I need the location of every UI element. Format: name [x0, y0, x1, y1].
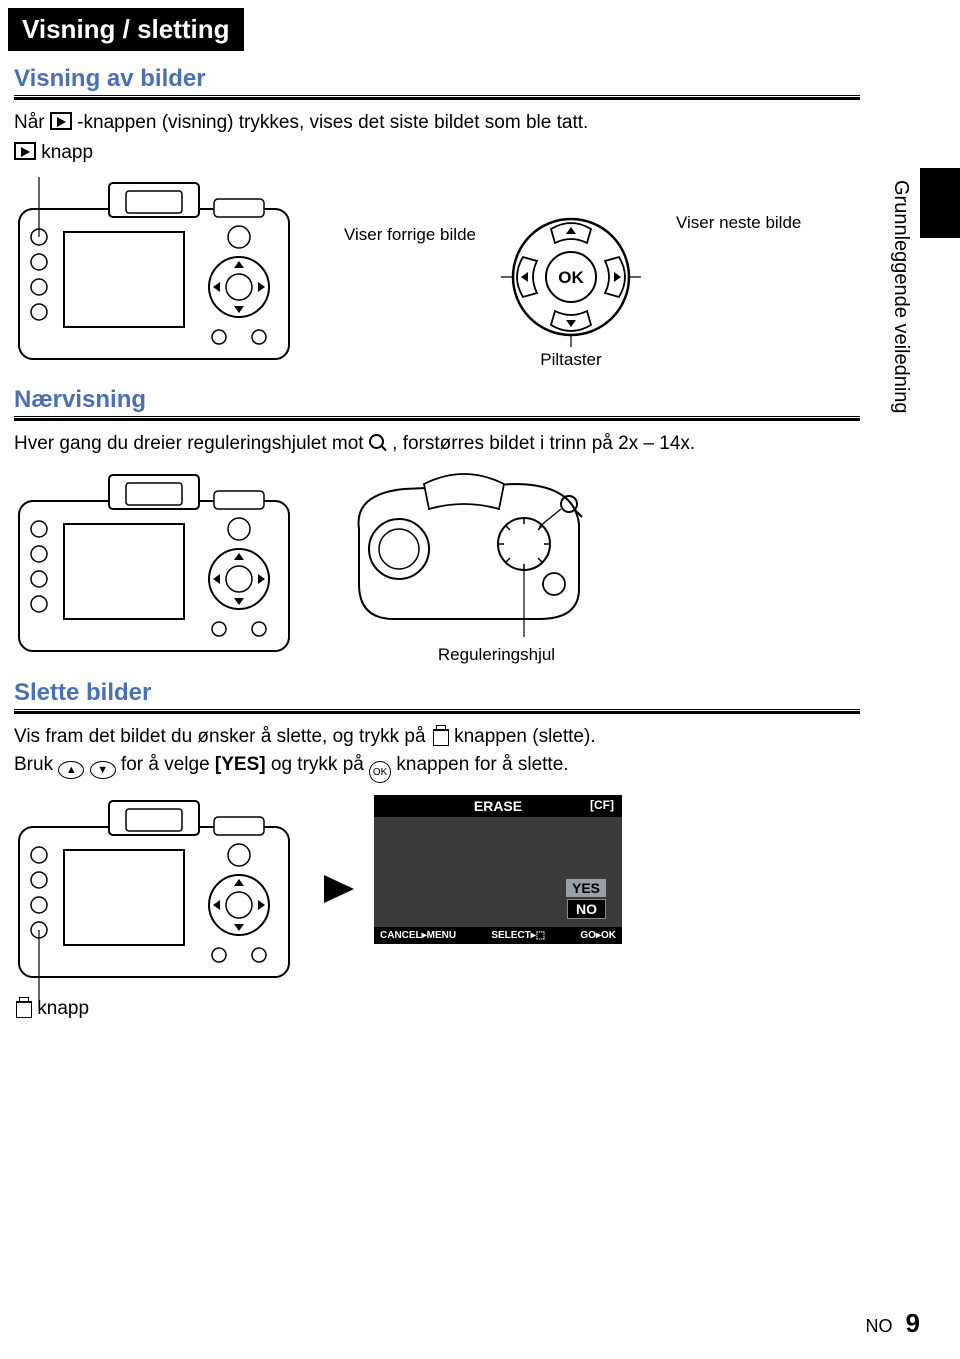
text: og trykk på: [271, 754, 369, 775]
camera-top-wrap: Reguleringshjul: [344, 469, 589, 665]
erase-cancel-hint: CANCEL▸MENU: [380, 930, 456, 941]
down-icon: ▼: [90, 761, 116, 779]
arrow-wrap: [304, 795, 374, 903]
text: -knappen (visning) trykkes, vises det si…: [77, 112, 588, 133]
text: knappen for å slette.: [396, 754, 568, 775]
diagram-row-3: ERASE [CF] YES NO CANCEL▸MENU SELECT▸⬚ G…: [14, 795, 960, 990]
text: Hver gang du dreier reguleringshjulet mo…: [14, 433, 369, 454]
diagram-row-1: Viser forrige bilde OK Piltaster Viser n…: [14, 177, 960, 372]
text: Bruk: [14, 754, 58, 775]
erase-cf-badge: [CF]: [590, 798, 614, 812]
prev-label-wrap: Viser forrige bilde: [344, 225, 476, 245]
erase-go-hint: GO▸OK: [580, 930, 616, 941]
next-label-wrap: Viser neste bilde: [676, 213, 801, 233]
text: Når: [14, 112, 50, 133]
piltaster-label: Piltaster: [496, 350, 646, 370]
naervisning-text: Hver gang du dreier reguleringshjulet mo…: [14, 431, 860, 457]
slette-line1: Vis fram det bildet du ønsker å slette, …: [14, 724, 860, 750]
erase-title: ERASE: [474, 798, 522, 814]
trash-icon: [431, 725, 449, 745]
page-footer: NO 9: [866, 1308, 920, 1339]
next-image-label: Viser neste bilde: [676, 213, 801, 233]
reguleringshjul-label: Reguleringshjul: [404, 645, 589, 665]
text: knapp: [41, 142, 93, 163]
section-underline: [14, 416, 860, 421]
footer-code: NO: [866, 1316, 893, 1336]
section-title-slette: Slette bilder: [14, 679, 960, 707]
up-icon: ▲: [58, 761, 84, 779]
text: for å velge: [121, 754, 215, 775]
erase-body: YES NO: [374, 817, 622, 927]
trash-icon: [14, 997, 32, 1017]
erase-no-option[interactable]: NO: [567, 899, 606, 919]
camera-back-illustration-3: [14, 795, 304, 990]
camera-top-illustration: [344, 469, 589, 639]
section-title-visning: Visning av bilder: [14, 65, 960, 93]
text: knappen (slette).: [454, 726, 596, 747]
section-underline: [14, 95, 860, 100]
section-underline: [14, 709, 860, 714]
erase-screen: ERASE [CF] YES NO CANCEL▸MENU SELECT▸⬚ G…: [374, 795, 622, 944]
magnify-icon: [369, 434, 387, 452]
slette-line2: Bruk ▲ ▼ for å velge [YES] og trykk på O…: [14, 752, 860, 783]
page-header: Visning / sletting: [8, 8, 244, 51]
visning-intro: Når -knappen (visning) trykkes, vises de…: [14, 110, 860, 136]
arrow-right-icon: [324, 875, 354, 903]
dpad-illustration: OK Piltaster: [496, 207, 646, 370]
ok-icon: OK: [369, 761, 391, 783]
erase-yes-option[interactable]: YES: [566, 879, 606, 897]
erase-footer: CANCEL▸MENU SELECT▸⬚ GO▸OK: [374, 927, 622, 944]
text: , forstørres bildet i trinn på 2x – 14x.: [392, 433, 695, 454]
prev-image-label: Viser forrige bilde: [344, 225, 476, 245]
footer-page-number: 9: [906, 1308, 920, 1338]
yes-text: [YES]: [215, 754, 266, 775]
svg-text:OK: OK: [558, 268, 584, 287]
play-icon: [14, 142, 36, 160]
play-knapp-label: knapp: [14, 140, 860, 166]
diagram-row-2: Reguleringshjul: [14, 469, 960, 665]
erase-header: ERASE [CF]: [374, 795, 622, 817]
page-edge-marker: [920, 168, 960, 238]
erase-select-hint: SELECT▸⬚: [491, 930, 545, 941]
play-icon: [50, 112, 72, 130]
section-title-naervisning: Nærvisning: [14, 386, 960, 414]
camera-back-illustration-2: [14, 469, 304, 664]
camera-back-illustration: [14, 177, 304, 372]
side-tab-label: Grunnleggende veiledning: [889, 180, 912, 414]
text: Vis fram det bildet du ønsker å slette, …: [14, 726, 431, 747]
